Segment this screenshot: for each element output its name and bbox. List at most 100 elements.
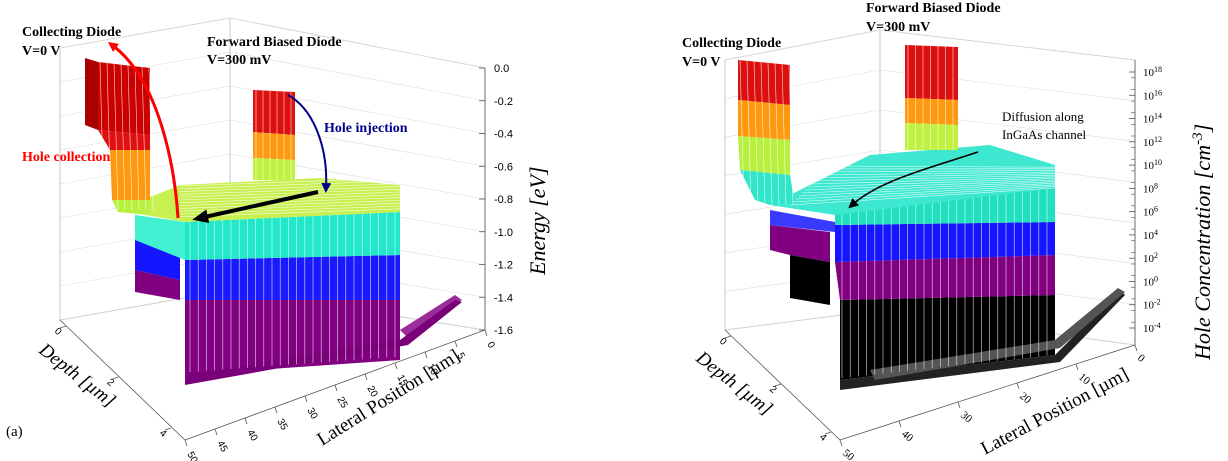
concentration-axis: 1018 1016 1014 1012 1010 108 106 104 102 100 10-2 1… — [1129, 60, 1215, 361]
mesh-line — [179, 202, 401, 212]
panel-a-label: (a) — [6, 424, 23, 440]
surface-plateau-b — [770, 145, 1055, 215]
forward-diode-bias-a: V=300 mV — [207, 53, 271, 68]
depth-tick-mark — [164, 427, 172, 431]
mesh-line — [753, 61, 759, 206]
forward-diode-title-a: Forward Biased Diode — [207, 35, 342, 50]
lateral-tick-label: 30 — [304, 406, 319, 422]
lateral-tick-mark — [839, 439, 843, 447]
depth-axis-ticks-b: 0 2 4 — [717, 335, 832, 444]
lateral-tick-mark — [364, 373, 368, 381]
surface-mesh-b — [739, 45, 1056, 378]
collecting-diode-title-a: Collecting Diode — [22, 25, 121, 40]
lateral-tick-mark — [244, 417, 248, 425]
mesh-line — [792, 186, 1056, 203]
surface-band-blue-b — [835, 222, 1055, 262]
lateral-tick-mark — [1075, 363, 1079, 371]
energy-tick-label: -0.6 — [494, 161, 513, 173]
mesh-line — [179, 186, 401, 195]
surface-band-purple-front — [185, 300, 400, 375]
lateral-tick-mark — [957, 401, 961, 409]
mesh-line — [99, 61, 105, 211]
surface-tail-floor — [185, 300, 462, 385]
surface-tail-top-b — [870, 288, 1125, 380]
concentration-tick-label: 1010 — [1143, 158, 1162, 173]
energy-tick-label: -0.8 — [494, 194, 513, 206]
lateral-tick-mark — [274, 406, 278, 414]
mesh-line — [801, 181, 1056, 194]
lateral-tick-label: 0 — [484, 340, 497, 351]
mesh-line — [816, 173, 1056, 179]
surface-mesh — [99, 61, 401, 372]
surface-band-black — [790, 255, 830, 305]
lateral-tick-mark — [394, 362, 398, 370]
mesh-line — [120, 64, 126, 211]
mesh-line — [804, 179, 1056, 191]
lateral-tick-label: 25 — [334, 395, 349, 411]
forward-tower-orange — [253, 132, 295, 160]
collecting-diode-title-b: Collecting Diode — [682, 36, 781, 51]
lateral-axis-label-b: Lateral Position [µm] — [977, 364, 1132, 460]
forward-tower-red-b — [905, 45, 958, 100]
depth-tick-mark — [112, 376, 119, 380]
depth-tick-label: 0 — [717, 336, 729, 348]
mesh-line — [789, 187, 1056, 206]
hole-injection-label: Hole injection — [324, 121, 408, 136]
surface-band-cyan-front — [185, 212, 400, 260]
concentration-tick-label: 1018 — [1143, 65, 1162, 80]
lateral-tick-mark — [184, 439, 188, 447]
diffusion-label-line2: InGaAs channel — [1002, 127, 1086, 142]
mesh-line — [798, 182, 1056, 197]
lateral-tick-label: 30 — [958, 409, 975, 426]
depth-tick-mark — [724, 335, 732, 339]
energy-tick-label: -1.4 — [494, 292, 513, 304]
forward-tower-red — [253, 90, 295, 135]
concentration-axis-ticks: 1018 1016 1014 1012 1010 108 106 104 102 100 10-2 1… — [1129, 65, 1162, 336]
lateral-tick-mark — [484, 329, 488, 337]
collecting-tower-orange — [110, 150, 150, 200]
energy-tick-label: -1.6 — [494, 325, 513, 337]
concentration-tick-label: 106 — [1143, 204, 1158, 219]
lateral-tick-label: 20 — [364, 384, 379, 400]
energy-tick-label: -0.4 — [494, 129, 513, 141]
mesh-line — [113, 63, 119, 211]
lateral-tick-mark — [304, 395, 308, 403]
collecting-tower-back — [85, 58, 98, 130]
concentration-tick-label: 10-4 — [1143, 321, 1161, 336]
mesh-line — [179, 197, 401, 206]
mesh-line — [828, 165, 1056, 168]
lateral-tick-label: 15 — [394, 373, 409, 389]
surface-band-blue-front — [185, 255, 400, 300]
lateral-tick-mark — [424, 351, 428, 359]
depth-tick-mark — [824, 431, 832, 435]
forward-tower-orange-b — [905, 98, 958, 125]
mesh-line — [795, 184, 1056, 200]
surface-band-blue-left-b — [770, 210, 835, 232]
mesh-line — [179, 183, 401, 192]
surface-band-cyan-left — [135, 215, 185, 260]
gridline — [59, 17, 231, 49]
mesh-line — [739, 59, 745, 206]
gridline — [229, 17, 486, 69]
energy-tick-label: 0.0 — [494, 63, 509, 75]
depth-axis-b: 0 2 4 Depth [µm] — [691, 329, 841, 444]
mesh-line — [179, 200, 401, 209]
collecting-tower-green — [112, 200, 150, 215]
energy-tick-label: -0.2 — [494, 96, 513, 108]
energy-surface-panel: 0.0 -0.2 -0.4 -0.6 -0.8 -1.0 -1.2 -1.4 -1.6 Ener… — [6, 17, 550, 461]
mesh-line — [774, 63, 780, 206]
forward-tower-green — [253, 158, 295, 180]
mesh-line — [819, 171, 1056, 176]
mesh-line — [788, 64, 794, 206]
lateral-tick-label: 50 — [184, 450, 199, 461]
surface-tail — [400, 295, 462, 338]
lateral-tick-label: 20 — [1017, 390, 1034, 407]
mesh-line — [106, 62, 112, 211]
collecting-tower-orange-b — [738, 100, 790, 140]
lateral-tick-label: 35 — [274, 417, 289, 433]
collecting-diode-bias-b: V=0 V — [682, 55, 720, 70]
mesh-line — [179, 177, 401, 187]
energy-axis-ticks: 0.0 -0.2 -0.4 -0.6 -0.8 -1.0 -1.2 -1.4 -1.6 — [479, 63, 513, 337]
lateral-tick-label: 40 — [899, 428, 916, 445]
